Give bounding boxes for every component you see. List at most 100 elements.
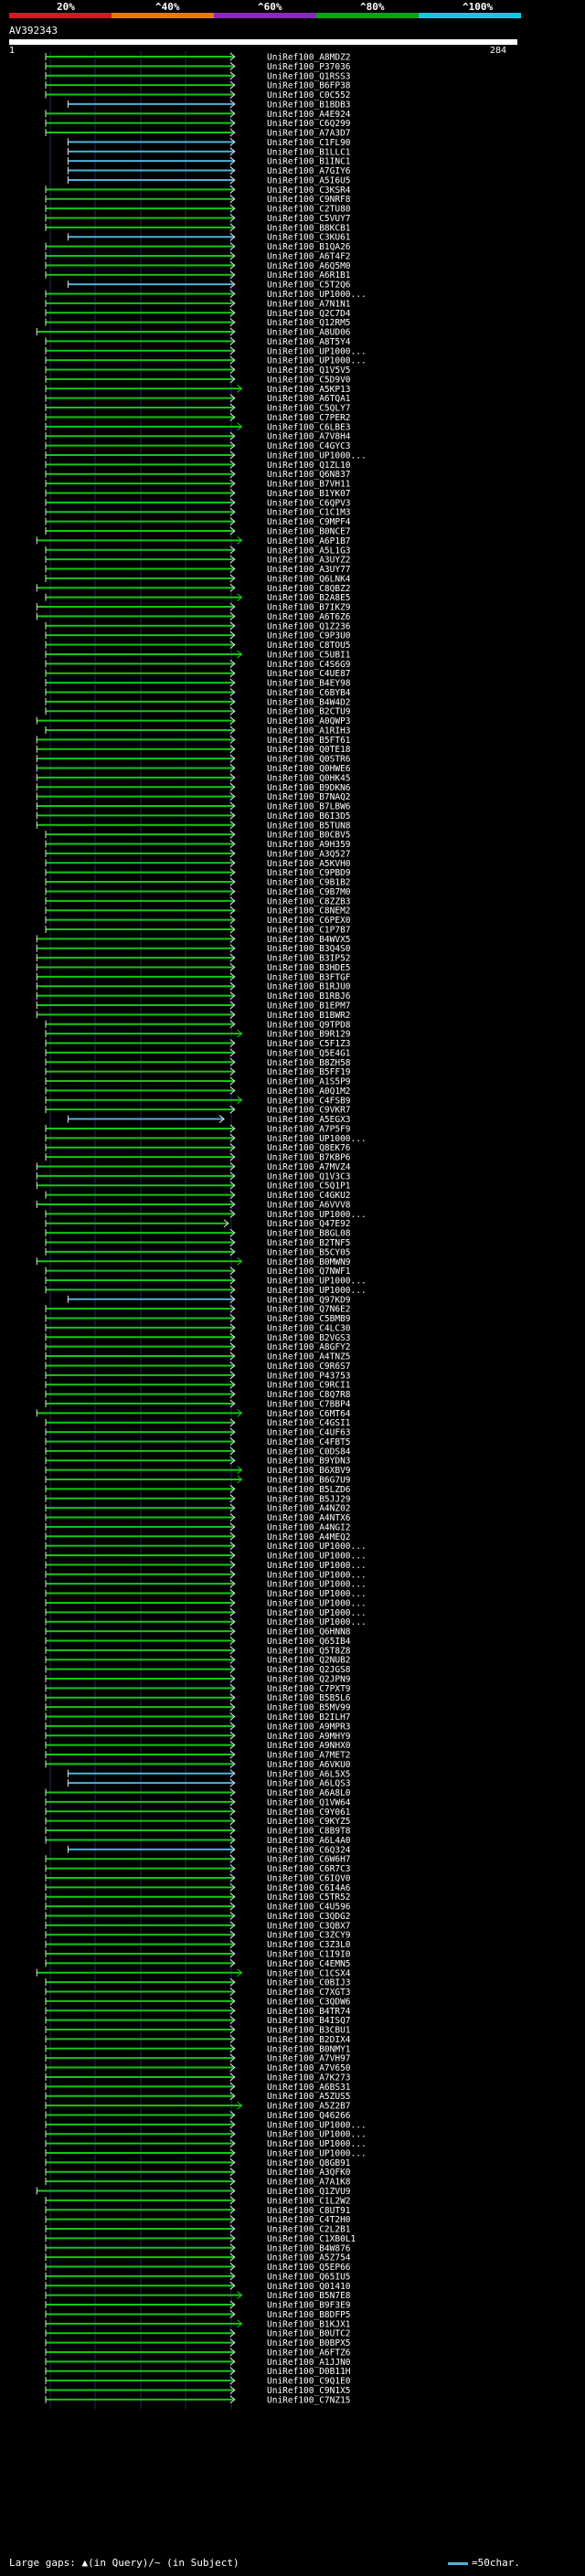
hit-row[interactable]: UniRef100_C2L2B1 xyxy=(45,2225,351,2235)
hit-row[interactable]: UniRef100_B3HDE5 xyxy=(36,963,351,973)
hit-row[interactable]: UniRef100_C5T2Q6 xyxy=(67,281,351,291)
hit-row[interactable]: UniRef100_Q0HK45 xyxy=(36,773,351,783)
hit-label[interactable]: UniRef100_A3Q527 xyxy=(267,849,351,859)
hit-label[interactable]: UniRef100_B4WVX5 xyxy=(267,935,351,945)
hit-label[interactable]: UniRef100_C5VUY7 xyxy=(267,214,351,224)
hit-row[interactable]: UniRef100_A1RIH3 xyxy=(45,726,351,736)
hit-row[interactable]: UniRef100_B1BDB3 xyxy=(67,100,351,110)
hit-label[interactable]: UniRef100_A8MDZ2 xyxy=(267,53,351,63)
hit-label[interactable]: UniRef100_B2ILH7 xyxy=(267,1712,351,1723)
hit-row[interactable]: UniRef100_Q1V5V5 xyxy=(45,366,351,376)
hit-label[interactable]: UniRef100_C1P7B7 xyxy=(267,925,351,935)
hit-label[interactable]: UniRef100_Q0HK45 xyxy=(267,773,351,783)
hit-row[interactable]: UniRef100_A9MPR3 xyxy=(45,1722,351,1732)
hit-label[interactable]: UniRef100_UP1000... xyxy=(267,1552,367,1562)
hit-label[interactable]: UniRef100_C6LBE3 xyxy=(267,422,351,432)
hit-row[interactable]: UniRef100_C4GYC3 xyxy=(45,441,351,451)
hit-row[interactable]: UniRef100_Q8EK76 xyxy=(45,1143,351,1153)
hit-row[interactable]: UniRef100_B3FTGF xyxy=(36,972,351,982)
hit-row[interactable]: UniRef100_B2ILH7 xyxy=(45,1712,351,1723)
hit-row[interactable]: UniRef100_C5F1Z3 xyxy=(45,1039,351,1049)
hit-row[interactable]: UniRef100_B2VGS3 xyxy=(45,1333,351,1343)
hit-label[interactable]: UniRef100_Q2JGS8 xyxy=(267,1665,351,1675)
hit-row[interactable]: UniRef100_C6LBE3 xyxy=(45,422,351,432)
hit-row[interactable]: UniRef100_B0NMY1 xyxy=(45,2044,351,2054)
hit-row[interactable]: UniRef100_UP1000... xyxy=(45,1277,367,1287)
hit-row[interactable]: UniRef100_C9Q1E0 xyxy=(45,2377,351,2387)
hit-row[interactable]: UniRef100_C9KYZ5 xyxy=(45,1817,351,1827)
hit-row[interactable]: UniRef100_A7V650 xyxy=(45,2063,351,2073)
hit-row[interactable]: UniRef100_C9RCI1 xyxy=(45,1381,351,1391)
hit-label[interactable]: UniRef100_C3QDW6 xyxy=(267,1997,351,2007)
hit-row[interactable]: UniRef100_C9R6S7 xyxy=(45,1362,351,1372)
hit-label[interactable]: UniRef100_UP1000... xyxy=(267,2148,367,2158)
hit-row[interactable]: UniRef100_A5ZUS5 xyxy=(45,2092,351,2102)
hit-row[interactable]: UniRef100_C4EMN5 xyxy=(45,1959,351,1969)
hit-label[interactable]: UniRef100_A7A3D7 xyxy=(267,129,351,139)
hit-row[interactable]: UniRef100_UP1000... xyxy=(45,2139,367,2149)
hit-label[interactable]: UniRef100_C9KYZ5 xyxy=(267,1817,351,1827)
hit-row[interactable]: UniRef100_C6Q324 xyxy=(67,1845,351,1855)
hit-label[interactable]: UniRef100_C6Q324 xyxy=(267,1845,351,1855)
hit-row[interactable]: UniRef100_Q1ZL10 xyxy=(45,461,351,471)
hit-row[interactable]: UniRef100_A7GIY6 xyxy=(67,166,351,176)
hit-label[interactable]: UniRef100_Q2C7D4 xyxy=(267,309,351,319)
hit-row[interactable]: UniRef100_A4NTX6 xyxy=(45,1513,351,1523)
hit-row[interactable]: UniRef100_B5JJ29 xyxy=(45,1494,351,1504)
hit-label[interactable]: UniRef100_B2A8E5 xyxy=(267,593,351,603)
hit-row[interactable]: UniRef100_B4ISQ7 xyxy=(45,2016,351,2026)
hit-row[interactable]: UniRef100_A7A1K8 xyxy=(45,2178,351,2188)
hit-label[interactable]: UniRef100_Q6HNN8 xyxy=(267,1627,351,1638)
hit-row[interactable]: UniRef100_A7MET2 xyxy=(45,1751,351,1761)
hit-label[interactable]: UniRef100_Q01410 xyxy=(267,2282,351,2292)
hit-label[interactable]: UniRef100_A4E924 xyxy=(267,110,351,120)
hit-label[interactable]: UniRef100_C2TU80 xyxy=(267,205,351,215)
hit-row[interactable]: UniRef100_UP1000... xyxy=(45,1608,367,1618)
hit-label[interactable]: UniRef100_C4FBT5 xyxy=(267,1437,351,1447)
hit-row[interactable]: UniRef100_A6VKU0 xyxy=(45,1760,351,1770)
hit-label[interactable]: UniRef100_C9MPF4 xyxy=(267,517,351,527)
hit-row[interactable]: UniRef100_A5KVH0 xyxy=(45,859,351,869)
hit-label[interactable]: UniRef100_A1RIH3 xyxy=(267,726,351,736)
hit-row[interactable]: UniRef100_C9NRF8 xyxy=(45,195,351,205)
hit-row[interactable]: UniRef100_B0BPX5 xyxy=(45,2338,351,2348)
hit-row[interactable]: UniRef100_Q5EP66 xyxy=(45,2263,351,2273)
hit-label[interactable]: UniRef100_UP1000... xyxy=(267,1561,367,1571)
hit-row[interactable]: UniRef100_A5L1G3 xyxy=(45,546,351,556)
hit-label[interactable]: UniRef100_B8KCB1 xyxy=(267,223,351,233)
hit-row[interactable]: UniRef100_C9N1X5 xyxy=(45,2386,351,2396)
hit-row[interactable]: UniRef100_C4S6G9 xyxy=(45,660,351,670)
hit-row[interactable]: UniRef100_C9B7M0 xyxy=(45,887,351,897)
hit-label[interactable]: UniRef100_B7NAQ2 xyxy=(267,792,351,802)
hit-row[interactable]: UniRef100_C4GKU2 xyxy=(45,1191,351,1201)
hit-row[interactable]: UniRef100_C9B1B2 xyxy=(45,878,351,888)
hit-label[interactable]: UniRef100_C5BMB9 xyxy=(267,1314,351,1324)
hit-row[interactable]: UniRef100_C3QDG2 xyxy=(45,1912,351,1922)
hit-row[interactable]: UniRef100_B4W4D2 xyxy=(45,697,351,707)
hit-label[interactable]: UniRef100_Q65IB4 xyxy=(267,1637,351,1647)
hit-row[interactable]: UniRef100_B4W876 xyxy=(45,2243,351,2253)
hit-row[interactable]: UniRef100_Q7N6E2 xyxy=(45,1305,351,1315)
hit-label[interactable]: UniRef100_B1RJU0 xyxy=(267,982,351,992)
hit-row[interactable]: UniRef100_B0NCE7 xyxy=(45,527,351,537)
hit-label[interactable]: UniRef100_C2L2B1 xyxy=(267,2225,351,2235)
hit-label[interactable]: UniRef100_A7N1N1 xyxy=(267,299,351,309)
hit-row[interactable]: UniRef100_B1QA26 xyxy=(45,242,351,252)
hit-label[interactable]: UniRef100_B4ISQ7 xyxy=(267,2016,351,2026)
hit-label[interactable]: UniRef100_B1YK07 xyxy=(267,489,351,499)
hit-row[interactable]: UniRef100_A6LQS3 xyxy=(67,1779,351,1789)
hit-label[interactable]: UniRef100_C4S6G9 xyxy=(267,660,351,670)
hit-label[interactable]: UniRef100_Q1ZVU9 xyxy=(267,2187,351,2197)
hit-row[interactable]: UniRef100_A0QWP3 xyxy=(36,716,351,726)
hit-label[interactable]: UniRef100_B9F3E9 xyxy=(267,2301,351,2311)
hit-row[interactable]: UniRef100_C8QBZ2 xyxy=(36,584,351,594)
hit-label[interactable]: UniRef100_C4UF63 xyxy=(267,1428,351,1438)
hit-label[interactable]: UniRef100_UP1000... xyxy=(267,346,367,356)
hit-label[interactable]: UniRef100_C9Q1E0 xyxy=(267,2377,351,2387)
hit-label[interactable]: UniRef100_A9MPR3 xyxy=(267,1722,351,1732)
hit-label[interactable]: UniRef100_B5CY05 xyxy=(267,1247,351,1257)
hit-row[interactable]: UniRef100_C1P7B7 xyxy=(45,925,351,935)
hit-label[interactable]: UniRef100_B7VH11 xyxy=(267,480,351,490)
hit-label[interactable]: UniRef100_B9DKN6 xyxy=(267,783,351,793)
hit-row[interactable]: UniRef100_UP1000... xyxy=(45,1570,367,1580)
